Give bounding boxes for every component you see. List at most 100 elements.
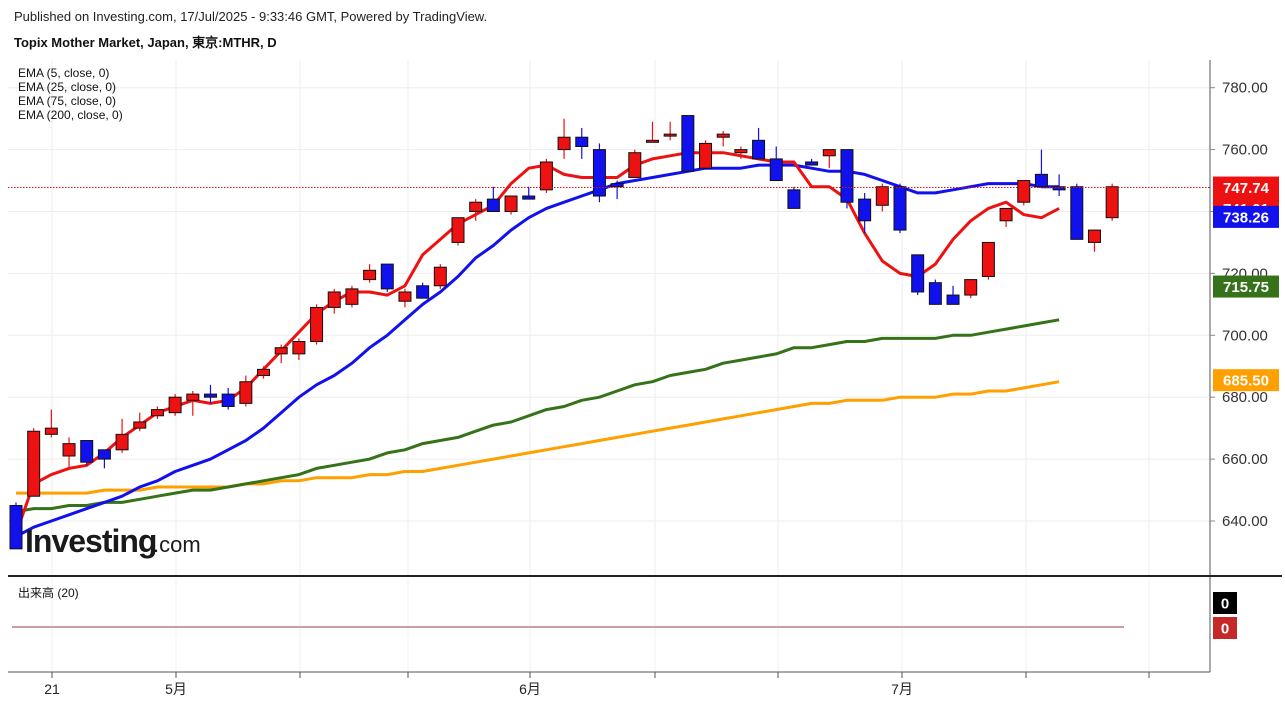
candle-body xyxy=(274,347,288,355)
candle xyxy=(875,183,889,212)
x-axis-ticks: 21 5月 6月 7月 xyxy=(44,672,1150,697)
candle xyxy=(1070,183,1084,240)
candle-body xyxy=(893,186,907,231)
candle-body xyxy=(133,421,147,429)
ema75-price-tag: 715.75 xyxy=(1213,275,1279,298)
candle-body xyxy=(380,263,394,290)
candle xyxy=(858,192,872,234)
candle-body xyxy=(557,136,571,151)
candle xyxy=(822,149,836,169)
candle-body xyxy=(221,393,235,407)
candle xyxy=(274,344,288,364)
candle xyxy=(292,338,306,361)
candle xyxy=(1017,180,1031,206)
candle xyxy=(699,140,713,169)
candle-body xyxy=(416,285,430,299)
candle-body xyxy=(469,201,483,212)
x-tick-label: 5月 xyxy=(165,681,187,697)
candle xyxy=(1087,229,1101,252)
legend-entry: EMA (200, close, 0) xyxy=(18,108,123,122)
candle xyxy=(27,428,41,497)
candle xyxy=(787,186,801,209)
candle-body xyxy=(964,279,978,296)
candle-body xyxy=(716,133,730,138)
candle-body xyxy=(239,381,253,404)
legend-entry: EMA (25, close, 0) xyxy=(18,80,116,94)
price-tag-value: 747.74 xyxy=(1223,180,1270,197)
legend-entry: EMA (5, close, 0) xyxy=(18,66,109,80)
candle xyxy=(363,264,377,283)
candle-body xyxy=(150,409,164,417)
candle xyxy=(681,115,695,172)
candle xyxy=(416,282,430,299)
candle-body xyxy=(628,152,642,178)
candle xyxy=(575,127,589,159)
candles xyxy=(9,115,1119,550)
candle xyxy=(380,263,394,292)
candle-body xyxy=(946,294,960,305)
candle xyxy=(221,387,235,410)
candle-body xyxy=(451,217,465,243)
candle xyxy=(999,207,1013,227)
candle-body xyxy=(345,288,359,305)
volume-tag-value: 0 xyxy=(1221,621,1229,638)
candle-body xyxy=(822,149,836,157)
candle-body xyxy=(999,207,1013,222)
candle-body xyxy=(981,241,995,277)
candle-body xyxy=(752,139,766,160)
price-tag-value: 715.75 xyxy=(1223,279,1269,296)
last-price-tag: 747.74 xyxy=(1213,176,1279,199)
price-tag-box xyxy=(1213,205,1279,228)
price-tag-box xyxy=(1213,275,1279,298)
y-tick-label: 780.00 xyxy=(1222,80,1268,97)
candle xyxy=(752,127,766,160)
investing-logo: Investing .com xyxy=(25,523,201,559)
candle xyxy=(592,143,606,203)
candle-body xyxy=(769,158,783,182)
candle-body xyxy=(699,142,713,169)
volume-tag: 0 xyxy=(1213,617,1237,639)
volume-tag-box xyxy=(1213,592,1237,614)
candle xyxy=(893,183,907,234)
candle xyxy=(557,118,571,159)
candle xyxy=(62,437,76,469)
price-tag-box xyxy=(1213,176,1279,199)
volume-panel-label: 出来高 (20) xyxy=(18,585,79,600)
candle xyxy=(610,180,624,200)
candle xyxy=(186,391,200,416)
candle-body xyxy=(62,443,76,457)
candle-body xyxy=(504,195,518,212)
candle xyxy=(97,449,111,469)
candle-body xyxy=(1034,173,1048,188)
candle-body xyxy=(310,306,324,342)
candle xyxy=(716,131,730,147)
ema200-price-tag: 685.50 xyxy=(1213,369,1279,392)
candle xyxy=(150,406,164,419)
candle-body xyxy=(80,440,94,463)
y-axis-ticks: 640.00660.00680.00700.00720.00740.00760.… xyxy=(1210,80,1268,530)
candle-body xyxy=(44,427,58,435)
candle-body xyxy=(1070,186,1084,240)
candle xyxy=(981,241,995,280)
indicator-legend: EMA (5, close, 0)EMA (25, close, 0) EMA (… xyxy=(18,66,123,122)
candle-body xyxy=(97,449,111,460)
candle-body xyxy=(486,198,500,212)
candle xyxy=(645,121,659,143)
ema-line-0 xyxy=(14,151,1060,534)
candle-body xyxy=(787,189,801,209)
candle-body xyxy=(9,505,23,550)
grid-lines xyxy=(8,60,1210,672)
candle xyxy=(327,288,341,314)
candle-body xyxy=(928,282,942,305)
candle xyxy=(168,394,182,416)
volume-tag-box xyxy=(1213,617,1237,639)
candle xyxy=(469,199,483,221)
candle xyxy=(1034,149,1048,188)
candle-body xyxy=(27,430,41,497)
candle xyxy=(133,412,147,432)
candle-body xyxy=(186,393,200,401)
volume-tag: 0 xyxy=(1213,592,1237,614)
candle xyxy=(928,279,942,305)
candle xyxy=(734,146,748,159)
